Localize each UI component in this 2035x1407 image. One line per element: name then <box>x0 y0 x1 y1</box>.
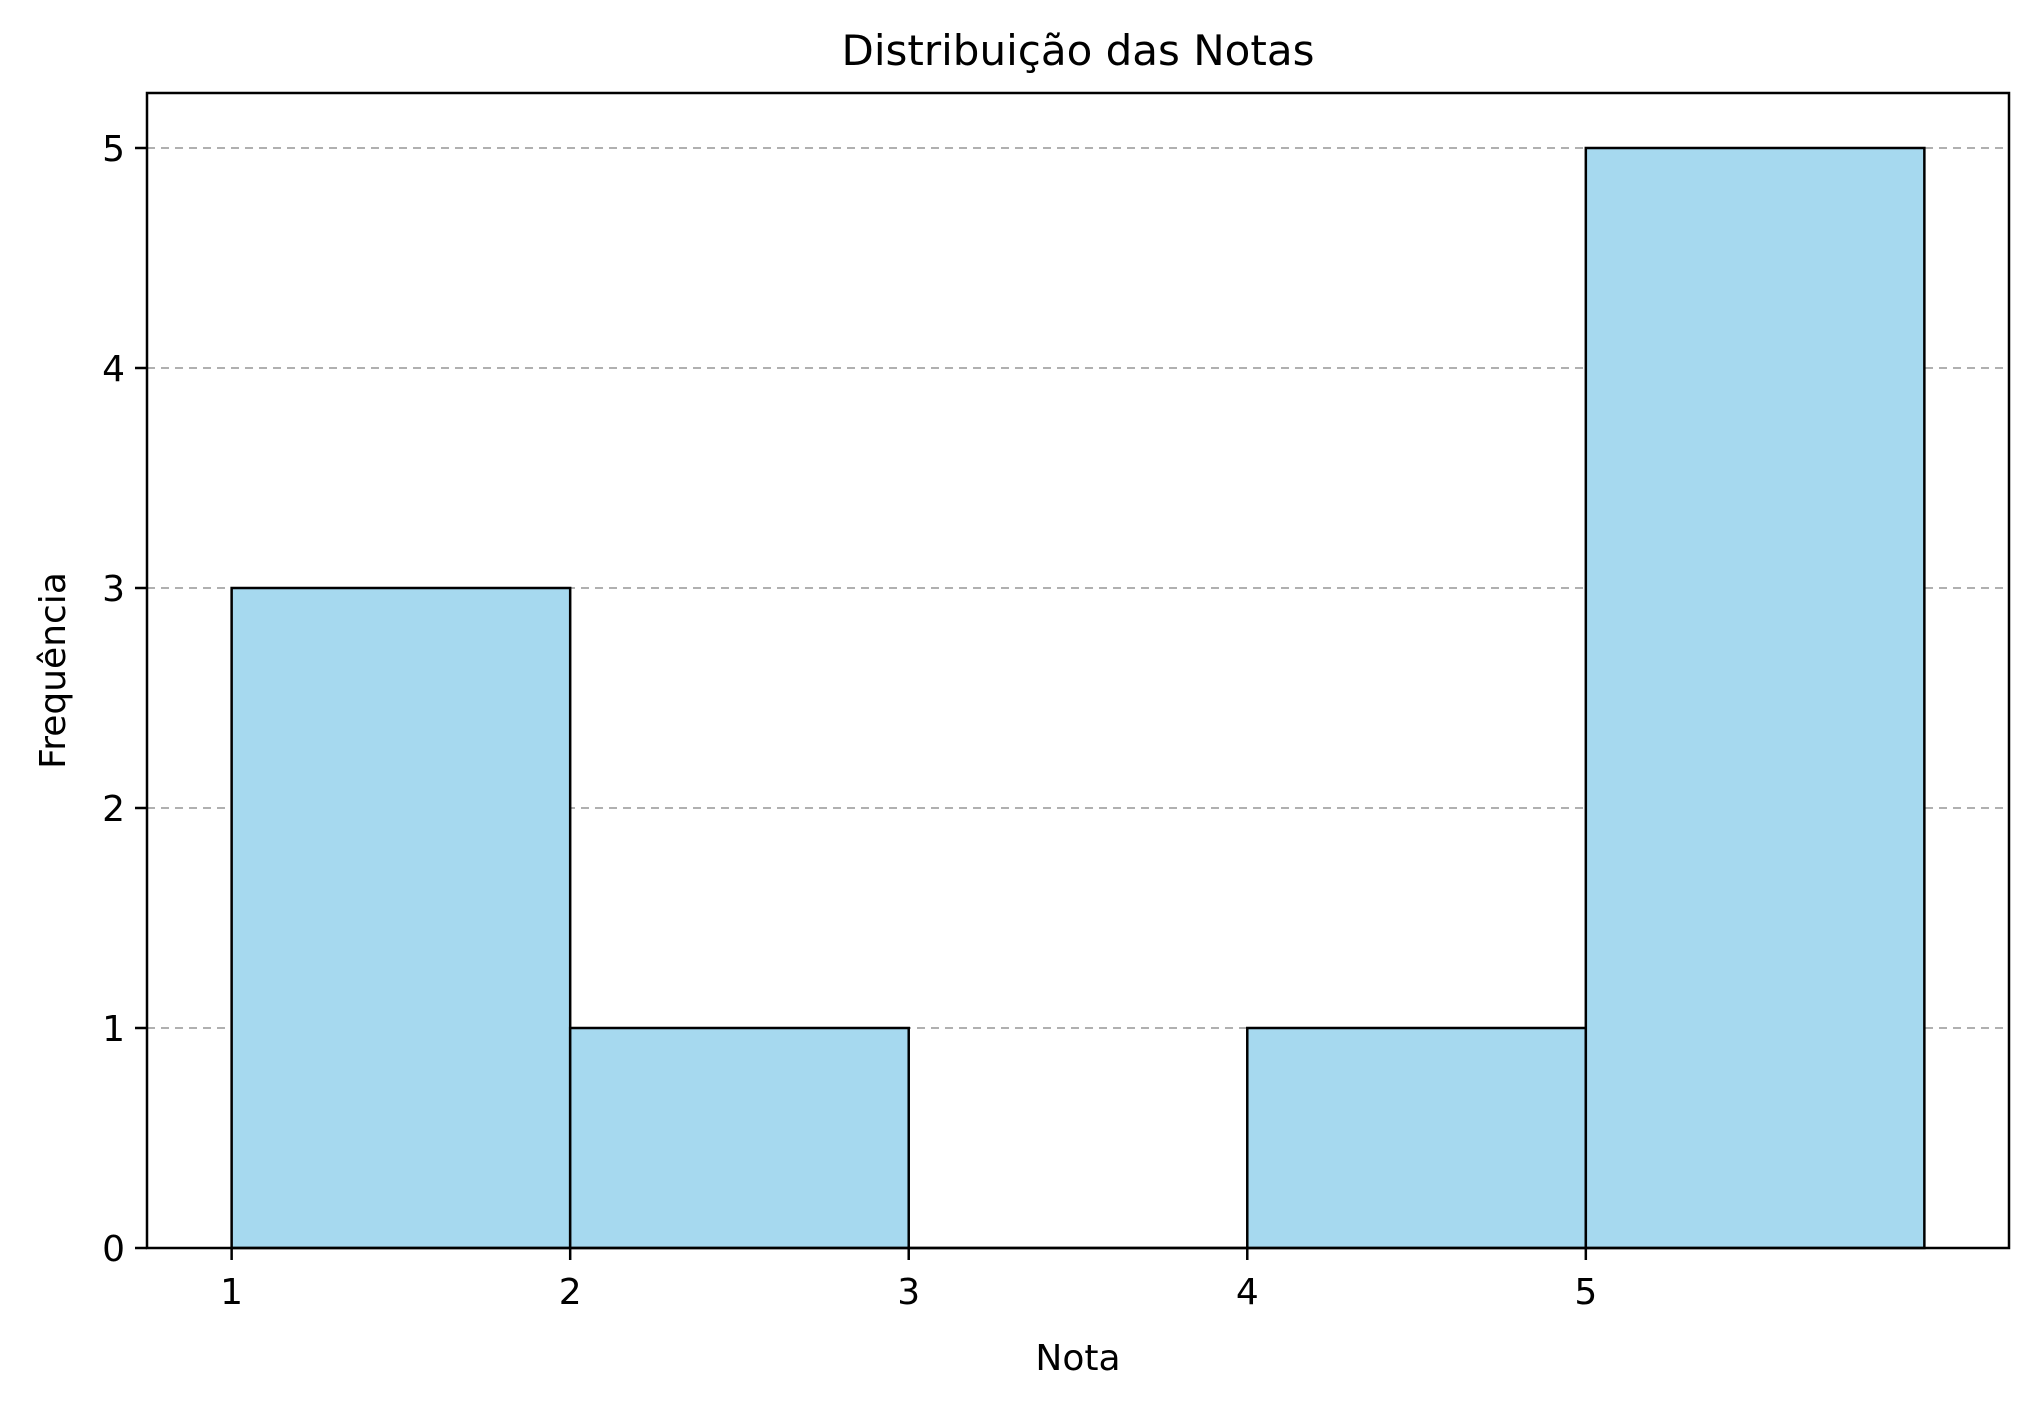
y-axis-ticks: 0 1 2 3 4 5 <box>102 129 147 1270</box>
plot-frame <box>145 91 2011 1250</box>
bars <box>230 146 1926 1250</box>
x-tick-label: 1 <box>220 1272 243 1313</box>
y-tick-label: 0 <box>102 1229 125 1270</box>
x-tick-label: 5 <box>1574 1272 1597 1313</box>
histogram-bar <box>568 1026 910 1250</box>
histogram-bar <box>1584 146 1926 1250</box>
y-tick-label: 3 <box>102 569 125 610</box>
x-tick-label: 4 <box>1236 1272 1259 1313</box>
x-tick-label: 2 <box>559 1272 582 1313</box>
x-tick-label: 3 <box>897 1272 920 1313</box>
y-tick-label: 1 <box>102 1009 125 1050</box>
chart-title: Distribuição das Notas <box>842 26 1315 75</box>
histogram-bar <box>1246 1026 1588 1250</box>
x-axis-ticks: 1 2 3 4 5 <box>220 1248 1597 1313</box>
y-axis-label: Frequência <box>33 572 74 769</box>
histogram-bar <box>230 586 572 1250</box>
y-tick-label: 5 <box>102 129 125 170</box>
y-tick-label: 4 <box>102 349 125 390</box>
y-tick-label: 2 <box>102 789 125 830</box>
x-axis-label: Nota <box>1035 1338 1120 1379</box>
